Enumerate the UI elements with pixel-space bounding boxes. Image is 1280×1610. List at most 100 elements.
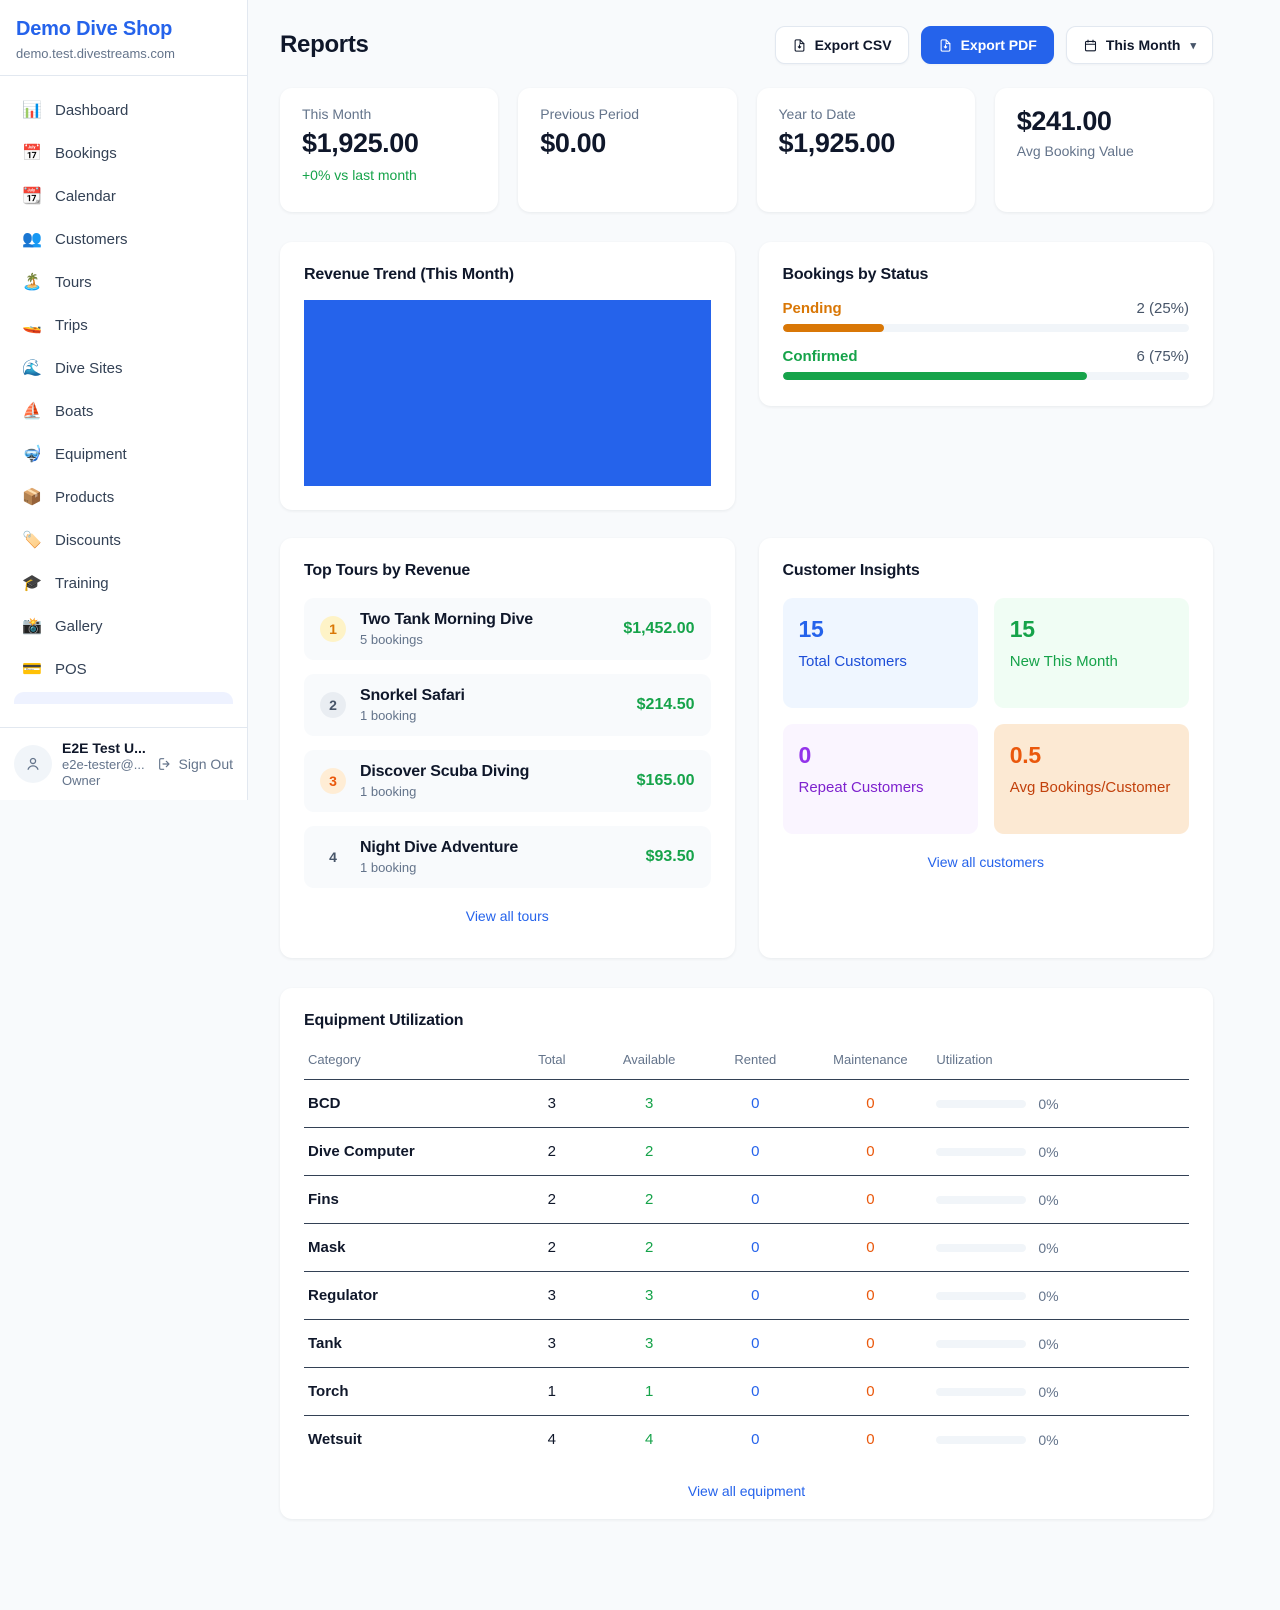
stat-label: This Month xyxy=(302,106,372,122)
stat-card-this-month: This Month $1,925.00 +0% vs last month xyxy=(280,88,499,212)
tile-value: 15 xyxy=(1009,616,1035,642)
cell-total: 3 xyxy=(507,1319,597,1368)
sidebar-item-calendar[interactable]: 📆 Calendar xyxy=(8,176,239,216)
col-category: Category xyxy=(304,1044,508,1080)
utilization-percent: 0% xyxy=(1038,1143,1059,1160)
equipment-table-body: BCD 3 3 0 0 0% Dive Computer 2 2 0 0 0% xyxy=(304,1079,1189,1464)
period-select[interactable]: This Month ▾ xyxy=(1065,26,1213,64)
sidebar-item-dashboard[interactable]: 📊 Dashboard xyxy=(8,90,239,130)
table-row: Fins 2 2 0 0 0% xyxy=(304,1175,1189,1224)
cell-total: 3 xyxy=(507,1271,597,1320)
tile-label: New This Month xyxy=(1009,653,1118,670)
stat-label: Avg Booking Value xyxy=(1016,143,1134,159)
cell-category: Wetsuit xyxy=(308,1431,362,1448)
status-bar-track xyxy=(782,372,1189,380)
sidebar-item-gallery[interactable]: 📸 Gallery xyxy=(8,606,239,646)
stat-value: $1,925.00 xyxy=(778,128,896,158)
sign-out-button[interactable]: Sign Out xyxy=(157,756,233,772)
user-meta: E2E Test U... e2e-tester@... Owner xyxy=(62,740,147,788)
page-header: Reports Export CSV Export PDF xyxy=(280,26,1213,64)
view-all-customers-link[interactable]: View all customers xyxy=(927,854,1044,870)
sidebar-item-pos[interactable]: 💳 POS xyxy=(8,649,239,689)
sidebar-item-tours[interactable]: 🏝️ Tours xyxy=(8,262,239,302)
utilization-percent: 0% xyxy=(1038,1431,1059,1448)
stats-row: This Month $1,925.00 +0% vs last month P… xyxy=(280,88,1213,212)
calendar-icon: 📆 xyxy=(22,188,42,205)
export-csv-button[interactable]: Export CSV xyxy=(774,26,909,64)
cell-available: 3 xyxy=(596,1079,703,1128)
sidebar-item-bookings[interactable]: 📅 Bookings xyxy=(8,133,239,173)
cell-total: 2 xyxy=(507,1175,597,1224)
user-role: Owner xyxy=(62,773,101,788)
tile-new-this-month: 15 New This Month xyxy=(993,598,1189,708)
sidebar-item-boats[interactable]: ⛵ Boats xyxy=(8,391,239,431)
utilization-percent: 0% xyxy=(1038,1287,1059,1304)
pos-icon: 💳 xyxy=(22,661,42,678)
sidebar-item-label: Products xyxy=(55,488,115,506)
status-bar-fill xyxy=(782,372,1088,380)
brand-name: Demo Dive Shop xyxy=(16,18,173,40)
customers-icon: 👥 xyxy=(22,231,42,248)
bookings-by-status-card: Bookings by Status Pending 2 (25%) Confi… xyxy=(758,242,1213,406)
tile-value: 15 xyxy=(798,616,824,642)
tour-row: 1 Two Tank Morning Dive 5 bookings $1,45… xyxy=(304,598,711,660)
sidebar-item-customers[interactable]: 👥 Customers xyxy=(8,219,239,259)
tile-total-customers: 15 Total Customers xyxy=(782,598,978,708)
sidebar-item-discounts[interactable]: 🏷️ Discounts xyxy=(8,520,239,560)
table-row: Wetsuit 4 4 0 0 0% xyxy=(304,1416,1189,1464)
sidebar-item-training[interactable]: 🎓 Training xyxy=(8,563,239,603)
table-row: Tank 3 3 0 0 0% xyxy=(304,1319,1189,1368)
sidebar-item-reports-partial[interactable] xyxy=(14,692,233,704)
cell-rented: 0 xyxy=(751,1431,760,1448)
tour-revenue: $165.00 xyxy=(636,772,695,789)
cell-category: Fins xyxy=(304,1175,508,1224)
equipment-icon: 🤿 xyxy=(22,446,42,463)
tour-name: Snorkel Safari xyxy=(360,687,465,704)
cell-total: 4 xyxy=(547,1431,556,1448)
cell-utilization: 0% xyxy=(932,1416,1189,1464)
status-label: Confirmed xyxy=(782,348,858,365)
tour-name: Night Dive Adventure xyxy=(360,839,519,856)
cell-category: Dive Computer xyxy=(304,1127,508,1176)
sidebar-item-products[interactable]: 📦 Products xyxy=(8,477,239,517)
cell-maintenance: 0 xyxy=(866,1431,875,1448)
cell-available: 2 xyxy=(596,1223,703,1272)
cell-utilization: 0% xyxy=(932,1127,1189,1176)
cell-utilization: 0% xyxy=(932,1271,1189,1320)
revenue-trend-card: Revenue Trend (This Month) xyxy=(280,242,735,510)
boats-icon: ⛵ xyxy=(22,403,42,420)
sign-out-icon xyxy=(158,758,170,770)
file-download-icon xyxy=(940,38,950,52)
cell-rented: 0 xyxy=(702,1079,809,1128)
customer-insights-title: Customer Insights xyxy=(782,562,920,579)
status-count: 6 (75%) xyxy=(1136,348,1189,365)
cell-utilization: 0% xyxy=(932,1079,1189,1128)
stat-card-avg-booking-value: $241.00 Avg Booking Value xyxy=(994,88,1213,212)
brand-domain: demo.test.divestreams.com xyxy=(16,46,175,61)
cell-utilization: 0% xyxy=(932,1223,1189,1272)
cell-utilization: 0% xyxy=(932,1319,1189,1368)
view-all-equipment-link[interactable]: View all equipment xyxy=(687,1483,806,1499)
tour-name: Two Tank Morning Dive xyxy=(360,611,533,628)
utilization-bar-track xyxy=(936,1291,1027,1300)
gallery-icon: 📸 xyxy=(22,618,42,635)
cell-rented: 0 xyxy=(702,1319,809,1368)
export-pdf-button[interactable]: Export PDF xyxy=(920,26,1054,64)
table-row: Regulator 3 3 0 0 0% xyxy=(304,1271,1189,1320)
cell-rented: 0 xyxy=(702,1175,809,1224)
cell-maintenance: 0 xyxy=(808,1319,933,1368)
dashboard-icon: 📊 xyxy=(22,102,42,119)
header-actions: Export CSV Export PDF This Month ▾ xyxy=(774,26,1213,64)
sidebar-item-equipment[interactable]: 🤿 Equipment xyxy=(8,434,239,474)
revenue-trend-title: Revenue Trend (This Month) xyxy=(304,266,514,283)
customer-insights-card: Customer Insights 15 Total Customers 15 … xyxy=(758,538,1213,958)
sidebar-item-trips[interactable]: 🚤 Trips xyxy=(8,305,239,345)
cell-maintenance: 0 xyxy=(808,1079,933,1128)
cell-maintenance: 0 xyxy=(808,1271,933,1320)
insights-row: Top Tours by Revenue 1 Two Tank Morning … xyxy=(280,538,1213,958)
view-all-tours-link[interactable]: View all tours xyxy=(465,908,549,924)
sidebar-item-dive-sites[interactable]: 🌊 Dive Sites xyxy=(8,348,239,388)
rank-badge: 2 xyxy=(320,692,346,718)
cell-available: 4 xyxy=(644,1431,654,1448)
sidebar-item-label: Dive Sites xyxy=(55,359,123,377)
